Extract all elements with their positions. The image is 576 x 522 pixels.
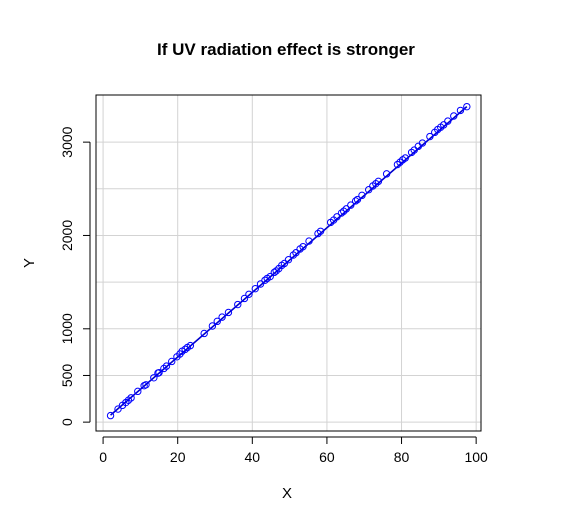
x-tick-label: 80 — [394, 449, 410, 465]
data-point — [134, 387, 142, 396]
data-point — [272, 267, 280, 275]
x-tick-label: 20 — [170, 449, 186, 465]
data-point — [289, 251, 298, 259]
data-point — [407, 148, 416, 157]
y-tick-label: 3000 — [59, 126, 75, 157]
data-point — [256, 280, 265, 288]
data-point — [340, 207, 348, 215]
data-point — [160, 364, 168, 373]
data-point — [410, 146, 418, 154]
data-point — [374, 177, 383, 186]
data-point — [155, 368, 163, 377]
data-point — [280, 259, 289, 268]
data-point — [450, 112, 458, 120]
chart-title: If UV radiation effect is stronger — [157, 40, 415, 59]
data-point — [353, 195, 362, 204]
data-point — [224, 308, 233, 317]
data-point — [456, 106, 465, 115]
x-tick-label: 40 — [245, 449, 261, 465]
data-point — [292, 249, 300, 257]
data-points — [106, 102, 471, 420]
y-tick-label: 500 — [59, 364, 75, 388]
data-point — [347, 201, 355, 209]
data-point — [186, 341, 195, 350]
data-point — [127, 394, 135, 402]
data-point — [240, 294, 249, 303]
data-point — [439, 121, 448, 129]
x-tick-label: 60 — [319, 449, 335, 465]
x-tick-label: 0 — [99, 449, 107, 465]
data-point — [365, 186, 373, 194]
data-point — [426, 132, 434, 141]
data-point — [245, 290, 253, 298]
y-tick-label: 2000 — [59, 220, 75, 251]
data-point — [162, 362, 171, 370]
data-point — [284, 256, 293, 264]
data-point — [142, 381, 150, 389]
x-tick-label: 100 — [464, 449, 488, 465]
grid — [96, 95, 481, 431]
data-point — [181, 345, 189, 354]
data-point — [218, 313, 226, 321]
data-point — [150, 374, 158, 382]
data-point — [299, 242, 307, 251]
data-point — [382, 170, 391, 178]
data-point — [208, 322, 217, 330]
data-point — [393, 160, 402, 169]
data-point — [270, 268, 279, 277]
data-point — [266, 272, 274, 281]
data-point — [333, 213, 341, 221]
data-point — [342, 205, 351, 213]
data-point — [251, 284, 259, 293]
data-point — [396, 158, 404, 166]
data-point — [124, 396, 133, 404]
data-point — [444, 117, 452, 125]
data-point — [106, 411, 115, 420]
data-point — [305, 237, 313, 245]
data-point — [358, 191, 366, 200]
y-tick-label: 0 — [59, 418, 75, 426]
data-point — [234, 300, 242, 309]
data-point — [316, 227, 325, 235]
data-point — [114, 405, 122, 413]
data-point — [337, 209, 346, 217]
data-point — [168, 357, 176, 366]
data-point — [418, 139, 427, 147]
y-axis-label: Y — [21, 258, 38, 268]
y-tick-label: 1000 — [59, 313, 75, 344]
x-axis-label: X — [282, 485, 292, 502]
data-point — [351, 197, 360, 205]
data-point — [463, 102, 471, 111]
x-axis: 0 20 40 60 80 100 — [99, 436, 488, 465]
data-point — [401, 154, 409, 162]
data-point — [372, 179, 380, 188]
data-point — [213, 317, 221, 326]
data-point — [122, 398, 130, 407]
data-point — [314, 229, 322, 238]
plot-box — [95, 94, 482, 432]
data-point — [200, 329, 208, 338]
y-axis: 0 500 1000 2000 3000 — [59, 126, 91, 426]
data-point — [261, 276, 269, 284]
